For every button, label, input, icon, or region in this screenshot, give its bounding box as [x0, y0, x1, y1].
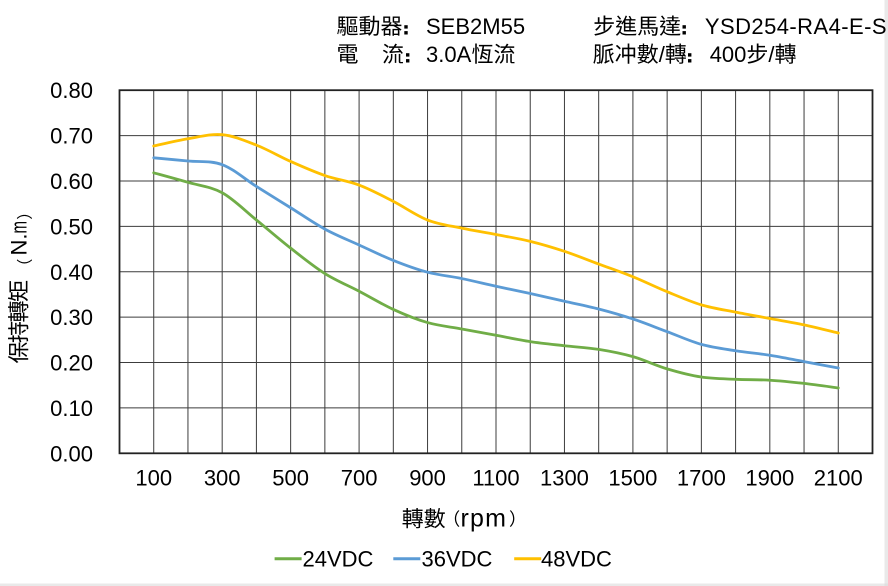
svg-text:1900: 1900 [745, 466, 794, 491]
svg-text:0.70: 0.70 [50, 124, 93, 149]
svg-text:3.0A: 3.0A [426, 42, 472, 67]
svg-text:0.60: 0.60 [50, 169, 93, 194]
svg-text:400: 400 [710, 42, 747, 67]
svg-text:300: 300 [204, 466, 241, 491]
svg-text:1100: 1100 [472, 466, 519, 491]
svg-text:/: / [659, 42, 666, 67]
svg-text:36VDC: 36VDC [422, 547, 493, 572]
svg-text:24VDC: 24VDC [303, 547, 374, 572]
svg-text:YSD254-RA4-E-S: YSD254-RA4-E-S [705, 14, 887, 39]
svg-text:900: 900 [409, 466, 446, 491]
svg-text:100: 100 [135, 466, 172, 491]
svg-text:SEB2M55: SEB2M55 [426, 14, 525, 39]
svg-text:m: m [7, 221, 32, 234]
svg-text:0.80: 0.80 [50, 78, 93, 103]
svg-text:48VDC: 48VDC [541, 547, 612, 572]
svg-text:/: / [768, 42, 775, 67]
svg-text:0.30: 0.30 [50, 305, 93, 330]
svg-text:0.00: 0.00 [50, 441, 93, 466]
svg-text:0.10: 0.10 [50, 396, 93, 421]
svg-text:N.: N. [7, 234, 32, 256]
svg-text:2100: 2100 [814, 466, 863, 491]
svg-text:1500: 1500 [608, 466, 657, 491]
svg-text:700: 700 [341, 466, 378, 491]
svg-text:1300: 1300 [540, 466, 589, 491]
svg-text:0.50: 0.50 [50, 214, 93, 239]
svg-text:0.20: 0.20 [50, 351, 93, 376]
svg-text:1700: 1700 [677, 466, 726, 491]
svg-text:0.40: 0.40 [50, 260, 93, 285]
svg-text:500: 500 [272, 466, 309, 491]
svg-text:rpm: rpm [461, 505, 508, 533]
